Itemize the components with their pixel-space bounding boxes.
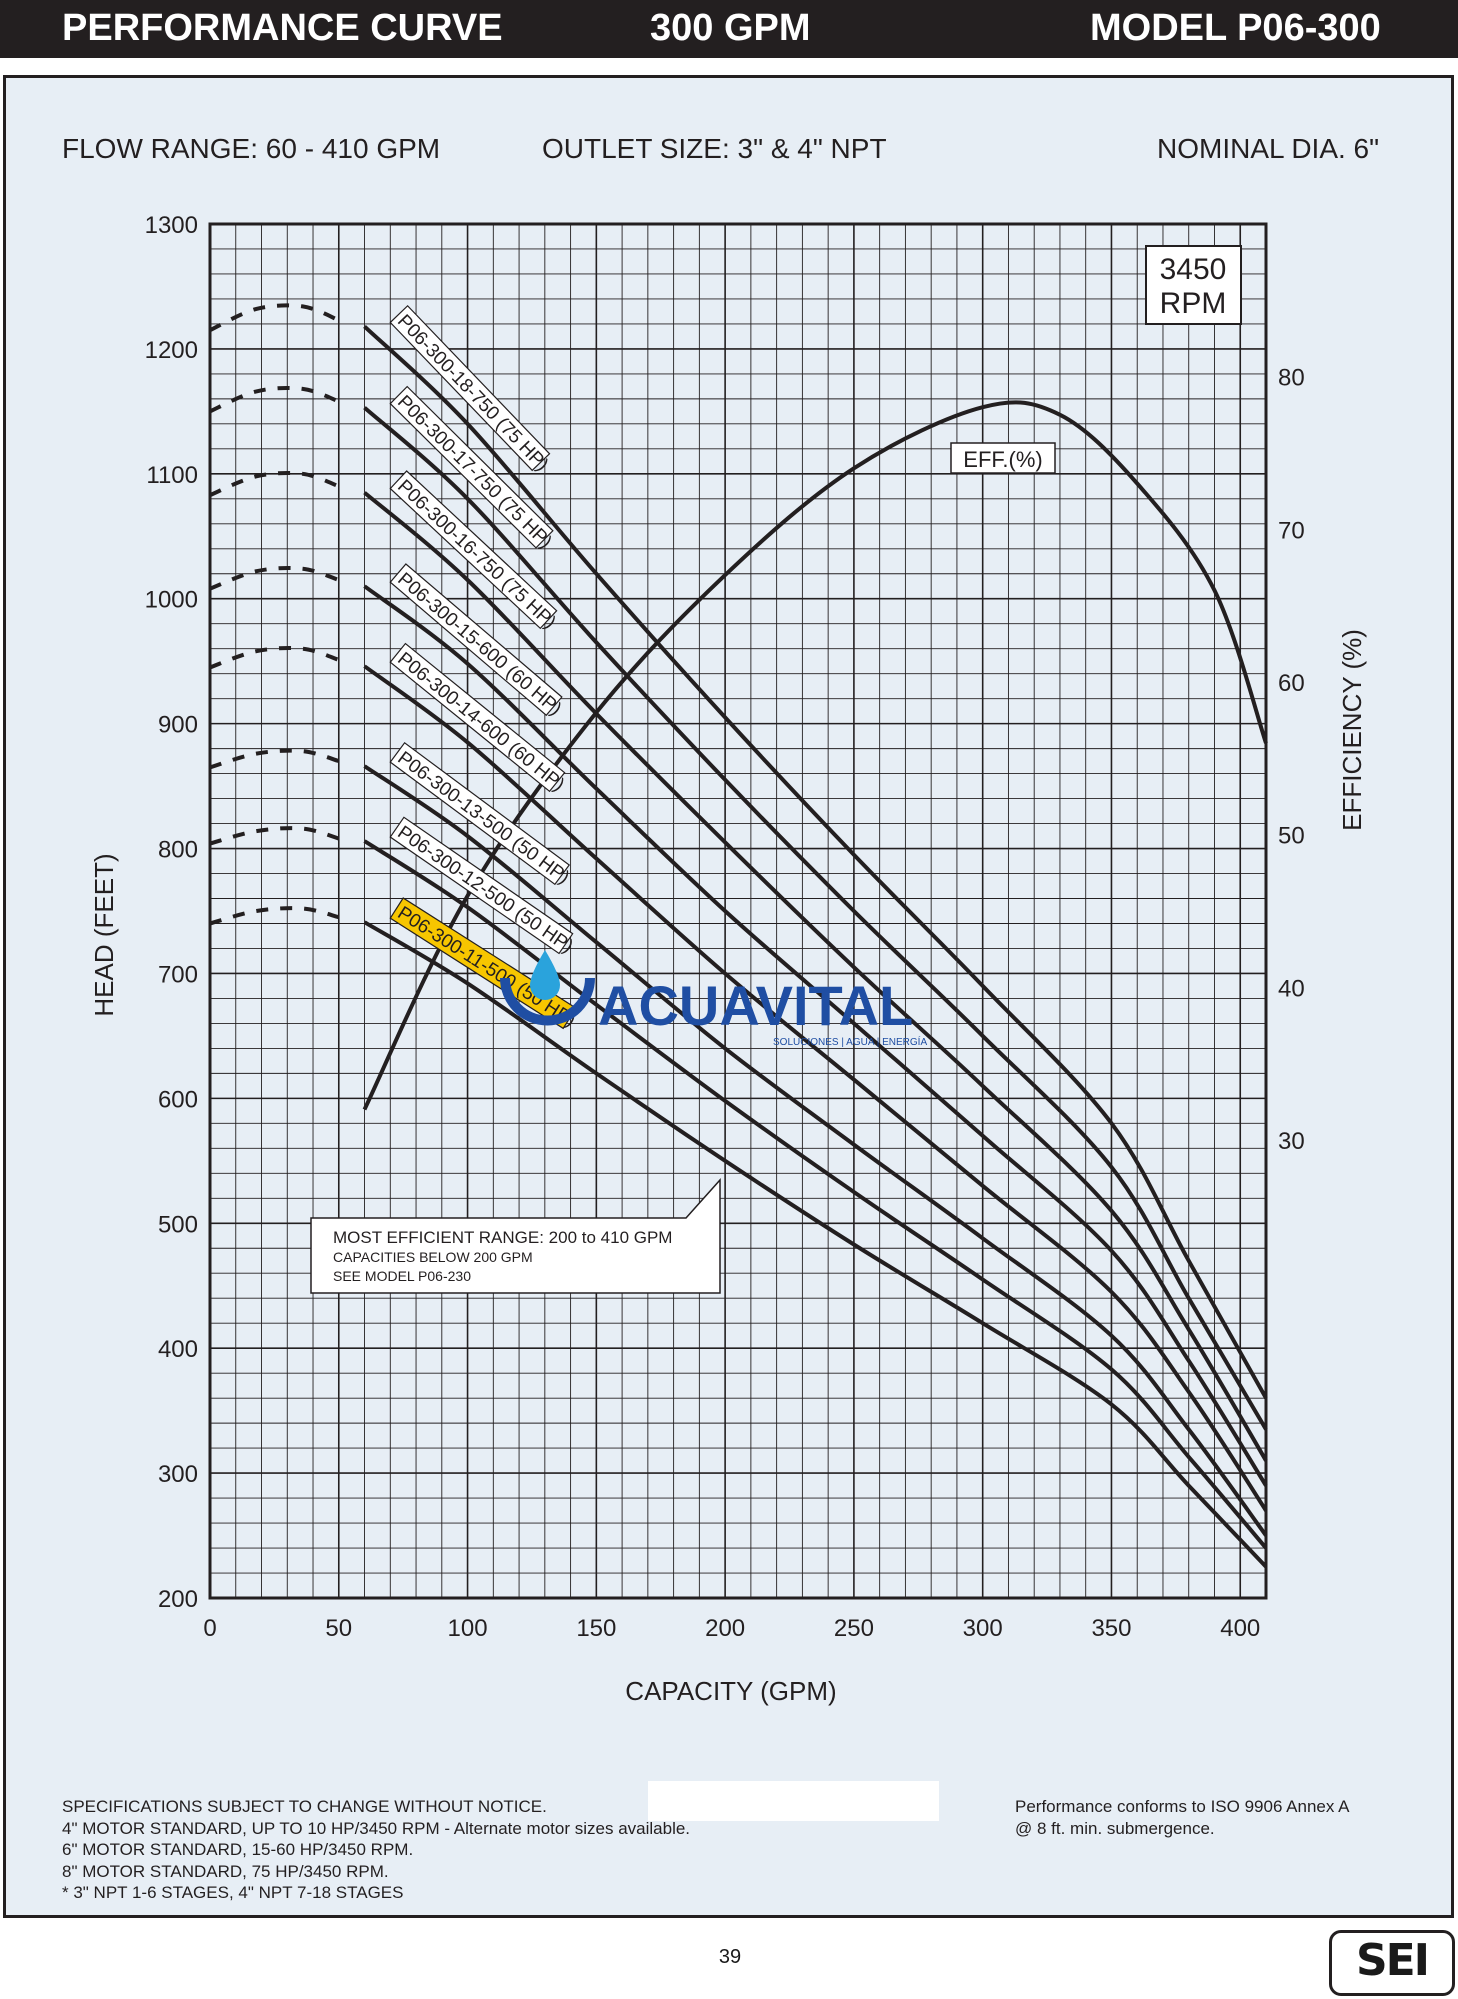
x-tick-label: 50	[325, 1615, 352, 1642]
note-line: 8" MOTOR STANDARD, 75 HP/3450 RPM.	[62, 1861, 389, 1881]
head-curve	[363, 406, 1268, 1431]
callout-line-1: MOST EFFICIENT RANGE: 200 to 410 GPM	[333, 1228, 672, 1247]
x-tick-label: 300	[963, 1615, 1003, 1642]
y-tick-label: 200	[158, 1586, 198, 1613]
y2-tick-label: 70	[1278, 517, 1305, 544]
curve-label: P06-300-15-600 (60 HP)	[389, 563, 565, 720]
x-tick-label: 0	[203, 1615, 216, 1642]
blank-box	[648, 1781, 939, 1821]
header-flow: 300 GPM	[650, 7, 811, 49]
head-curve	[363, 764, 1268, 1537]
rpm-box: 3450 RPM	[1145, 245, 1242, 325]
y2-tick-label: 60	[1278, 670, 1305, 697]
shutoff-dash	[209, 303, 340, 333]
x-tick-label: 250	[834, 1615, 874, 1642]
shutoff-dash	[209, 906, 340, 926]
iso-notes: Performance conforms to ISO 9906 Annex A…	[1015, 1796, 1350, 1839]
efficiency-curve	[362, 400, 1268, 1111]
curve-label-text: P06-300-17-750 (75 HP)	[393, 392, 556, 553]
head-curve	[363, 839, 1268, 1550]
head-curve	[363, 584, 1268, 1487]
sei-logo: SEI	[1329, 1930, 1455, 1996]
rpm-unit: RPM	[1160, 287, 1227, 320]
head-curve	[363, 491, 1268, 1462]
curve-label-box	[389, 304, 551, 472]
callout-box: MOST EFFICIENT RANGE: 200 to 410 GPM CAP…	[310, 1178, 721, 1294]
y-tick-label: 800	[158, 837, 198, 864]
iso-line: Performance conforms to ISO 9906 Annex A	[1015, 1797, 1350, 1816]
note-line: 6" MOTOR STANDARD, 15-60 HP/3450 RPM.	[62, 1840, 414, 1859]
x-tick-label: 150	[576, 1615, 616, 1642]
spec-notes: SPECIFICATIONS SUBJECT TO CHANGE WITHOUT…	[62, 1796, 690, 1904]
shutoff-dash	[209, 385, 340, 414]
y2-tick-label: 50	[1278, 823, 1305, 850]
chart-panel	[3, 75, 1454, 1918]
rpm-value: 3450	[1160, 253, 1227, 286]
head-curve	[363, 664, 1268, 1512]
curve-label-box	[389, 741, 571, 886]
y-tick-label: 600	[158, 1086, 198, 1113]
shutoff-dash	[209, 566, 340, 591]
grid-minor	[210, 224, 1266, 1598]
brand-tagline: SOLUCIONES | AGUA | ENERGÍA	[773, 1035, 927, 1048]
head-curve	[363, 324, 1268, 1400]
curve-label-box	[389, 470, 558, 630]
outlet-size: OUTLET SIZE: 3" & 4" NPT	[542, 133, 887, 164]
watermark: ACUAVITAL SOLUCIONES | AGUA | ENERGÍA	[500, 950, 927, 1048]
shutoff-dash	[209, 826, 340, 846]
x-axis-label: CAPACITY (GPM)	[625, 1676, 836, 1706]
y-tick-label: 1100	[146, 462, 198, 489]
shutoff-dash	[209, 748, 340, 770]
x-tick-label: 100	[448, 1615, 488, 1642]
iso-line: @ 8 ft. min. submergence.	[1015, 1818, 1215, 1838]
y-tick-label: 700	[158, 961, 198, 988]
callout-line-3: SEE MODEL P06-230	[333, 1268, 471, 1284]
axis-ticks: 0 50 100 150 200 250 300 350 400 200 300 400 500 600 7…	[145, 212, 1305, 1642]
y2-tick-label: 80	[1278, 365, 1305, 392]
y-tick-label: 1300	[145, 212, 198, 239]
plot-frame	[208, 222, 1268, 1600]
y2-tick-label: 40	[1278, 975, 1305, 1002]
curve-label-box	[389, 816, 574, 955]
y-tick-label: 300	[158, 1461, 198, 1488]
note-line: * 3" NPT 1-6 STAGES, 4" NPT 7-18 STAGES	[62, 1883, 404, 1902]
header-banner: PERFORMANCE CURVE 300 GPM MODEL P06-300	[0, 0, 1458, 58]
y-tick-label: 900	[158, 712, 198, 739]
x-tick-label: 350	[1091, 1615, 1131, 1642]
grid-major	[210, 224, 1266, 1598]
flow-range: FLOW RANGE: 60 - 410 GPM	[62, 133, 441, 164]
y2-axis-label: EFFICIENCY (%)	[1337, 629, 1367, 831]
curve-label-box	[389, 563, 563, 717]
eff-label: EFF.(%)	[963, 447, 1042, 472]
y2-tick-label: 30	[1278, 1128, 1305, 1155]
x-tick-label: 200	[705, 1615, 745, 1642]
note-line: 4" MOTOR STANDARD, UP TO 10 HP/3450 RPM …	[62, 1818, 691, 1838]
brand-arc-icon	[500, 977, 595, 1026]
callout-line-2: CAPACITIES BELOW 200 GPM	[333, 1249, 533, 1265]
y-tick-label: 400	[158, 1336, 198, 1363]
note-line: SPECIFICATIONS SUBJECT TO CHANGE WITHOUT…	[62, 1797, 547, 1816]
curve-label-box	[389, 642, 566, 793]
y-axis-label: HEAD (FEET)	[89, 853, 119, 1016]
y-tick-label: 500	[158, 1211, 198, 1238]
page-number: 39	[718, 1946, 742, 1968]
head-curves	[363, 324, 1268, 1569]
header-title: PERFORMANCE CURVE	[62, 7, 503, 49]
y-tick-label: 1200	[145, 337, 198, 364]
shutoff-dashes	[209, 303, 340, 926]
y-tick-label: 1000	[145, 587, 198, 614]
curve-label-box	[389, 385, 554, 549]
eff-label-box: EFF.(%)	[950, 442, 1056, 474]
shutoff-dash	[209, 646, 340, 670]
water-drop-icon	[530, 950, 560, 1000]
head-curve	[363, 920, 1268, 1569]
header-model: MODEL P06-300	[1090, 7, 1381, 49]
brand-name: ACUAVITAL	[598, 974, 913, 1037]
nominal-diameter: NOMINAL DIA. 6"	[1157, 133, 1380, 164]
x-tick-label: 400	[1220, 1615, 1260, 1642]
shutoff-dash	[209, 470, 340, 497]
efficiency-line	[362, 400, 1268, 1111]
